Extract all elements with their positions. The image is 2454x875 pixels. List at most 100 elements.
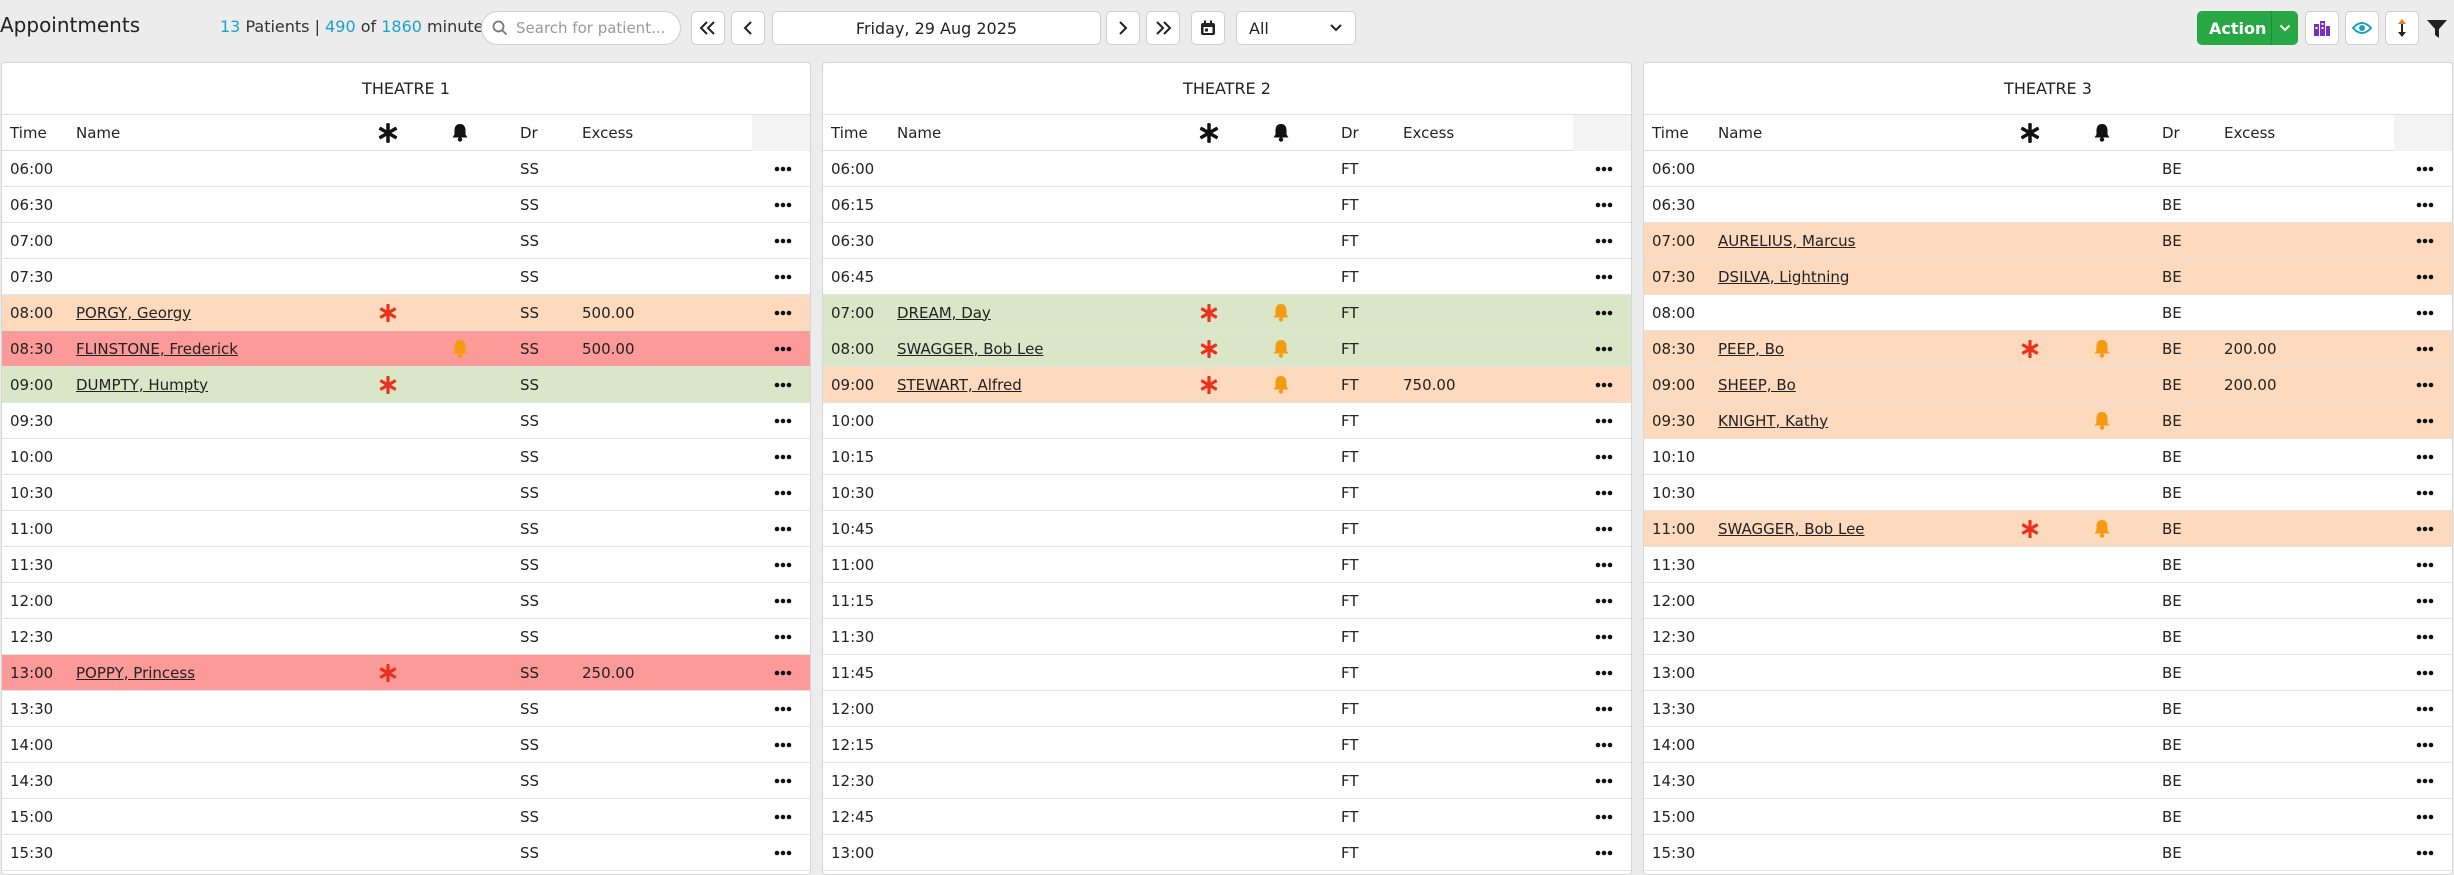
appointment-row[interactable]: 10:00 SS — [2, 439, 810, 475]
appointment-row[interactable]: 14:00 SS — [2, 727, 810, 763]
row-options-button[interactable] — [724, 418, 810, 424]
appointment-row[interactable]: 09:30 SS — [2, 403, 810, 439]
next-day-button[interactable] — [1106, 11, 1140, 45]
patient-name-link[interactable]: SHEEP, Bo — [1718, 375, 1796, 394]
appointment-row[interactable]: 11:00 SWAGGER, Bob Lee BE — [1644, 511, 2452, 547]
appointment-row[interactable]: 15:00 SS — [2, 799, 810, 835]
appointment-row[interactable]: 06:00 SS — [2, 151, 810, 187]
visibility-button[interactable] — [2345, 11, 2379, 45]
search-box[interactable] — [481, 11, 681, 45]
row-options-button[interactable] — [1545, 310, 1631, 316]
row-options-button[interactable] — [1545, 598, 1631, 604]
row-options-button[interactable] — [1545, 778, 1631, 784]
appointment-row[interactable]: 10:00 FT — [823, 403, 1631, 439]
appointment-row[interactable]: 09:00 STEWART, Alfred FT 750.00 — [823, 367, 1631, 403]
row-options-button[interactable] — [2366, 634, 2452, 640]
first-page-button[interactable] — [691, 11, 725, 45]
appointment-row[interactable]: 14:30 SS — [2, 763, 810, 799]
row-options-button[interactable] — [2366, 202, 2452, 208]
patient-name-link[interactable]: DUMPTY, Humpty — [76, 375, 209, 394]
appointment-row[interactable]: 12:30 FT — [823, 763, 1631, 799]
filter-funnel-button[interactable] — [2426, 19, 2448, 43]
row-options-button[interactable] — [724, 526, 810, 532]
row-options-button[interactable] — [724, 778, 810, 784]
patient-name-link[interactable]: SWAGGER, Bob Lee — [1718, 519, 1865, 538]
patient-name-link[interactable]: PEEP, Bo — [1718, 339, 1785, 358]
row-options-button[interactable] — [1545, 490, 1631, 496]
appointment-row[interactable]: 12:30 SS — [2, 619, 810, 655]
row-options-button[interactable] — [1545, 238, 1631, 244]
appointment-row[interactable]: 12:00 FT — [823, 691, 1631, 727]
appointment-row[interactable]: 06:30 BE — [1644, 187, 2452, 223]
row-options-button[interactable] — [2366, 814, 2452, 820]
row-options-button[interactable] — [724, 742, 810, 748]
row-options-button[interactable] — [724, 670, 810, 676]
row-options-button[interactable] — [724, 274, 810, 280]
appointment-row[interactable]: 12:45 FT — [823, 799, 1631, 835]
appointment-row[interactable]: 11:45 FT — [823, 655, 1631, 691]
appointment-row[interactable]: 11:30 SS — [2, 547, 810, 583]
row-options-button[interactable] — [1545, 274, 1631, 280]
row-options-button[interactable] — [2366, 382, 2452, 388]
row-options-button[interactable] — [1545, 670, 1631, 676]
row-options-button[interactable] — [724, 814, 810, 820]
row-options-button[interactable] — [1545, 634, 1631, 640]
appointment-row[interactable]: 08:30 FLINSTONE, Frederick SS 500.00 — [2, 331, 810, 367]
patient-name-link[interactable]: STEWART, Alfred — [897, 375, 1022, 394]
calendar-button[interactable] — [1191, 11, 1225, 45]
appointment-row[interactable]: 14:00 BE — [1644, 727, 2452, 763]
row-options-button[interactable] — [724, 382, 810, 388]
row-options-button[interactable] — [1545, 706, 1631, 712]
appointment-row[interactable]: 10:30 BE — [1644, 475, 2452, 511]
action-dropdown-toggle[interactable] — [2271, 11, 2298, 45]
date-display[interactable]: Friday, 29 Aug 2025 — [772, 11, 1101, 45]
appointment-row[interactable]: 15:30 SS — [2, 835, 810, 871]
row-options-button[interactable] — [724, 562, 810, 568]
appointment-row[interactable]: 15:00 BE — [1644, 799, 2452, 835]
appointment-row[interactable]: 06:15 FT — [823, 187, 1631, 223]
appointment-row[interactable]: 13:30 SS — [2, 691, 810, 727]
appointment-row[interactable]: 13:00 BE — [1644, 655, 2452, 691]
row-options-button[interactable] — [724, 346, 810, 352]
patient-name-link[interactable]: FLINSTONE, Frederick — [76, 339, 238, 358]
appointment-row[interactable]: 06:00 FT — [823, 151, 1631, 187]
row-options-button[interactable] — [724, 454, 810, 460]
row-options-button[interactable] — [2366, 850, 2452, 856]
appointment-row[interactable]: 08:00 PORGY, Georgy SS 500.00 — [2, 295, 810, 331]
row-options-button[interactable] — [2366, 670, 2452, 676]
patient-name-link[interactable]: SWAGGER, Bob Lee — [897, 339, 1044, 358]
appointment-row[interactable]: 11:00 FT — [823, 547, 1631, 583]
appointment-row[interactable]: 06:30 SS — [2, 187, 810, 223]
row-options-button[interactable] — [724, 850, 810, 856]
appointment-row[interactable]: 08:30 PEEP, Bo BE 200.00 — [1644, 331, 2452, 367]
appointment-row[interactable]: 10:30 SS — [2, 475, 810, 511]
appointment-row[interactable]: 14:30 BE — [1644, 763, 2452, 799]
row-options-button[interactable] — [1545, 562, 1631, 568]
row-options-button[interactable] — [2366, 454, 2452, 460]
row-options-button[interactable] — [1545, 346, 1631, 352]
appointment-row[interactable]: 08:00 BE — [1644, 295, 2452, 331]
row-options-button[interactable] — [1545, 814, 1631, 820]
row-options-button[interactable] — [724, 490, 810, 496]
row-options-button[interactable] — [2366, 418, 2452, 424]
row-options-button[interactable] — [724, 166, 810, 172]
row-options-button[interactable] — [724, 634, 810, 640]
appointment-row[interactable]: 10:15 FT — [823, 439, 1631, 475]
row-options-button[interactable] — [2366, 274, 2452, 280]
patient-name-link[interactable]: PORGY, Georgy — [76, 303, 192, 322]
row-options-button[interactable] — [1545, 382, 1631, 388]
appointment-row[interactable]: 12:15 FT — [823, 727, 1631, 763]
row-options-button[interactable] — [724, 706, 810, 712]
appointment-row[interactable]: 15:30 BE — [1644, 835, 2452, 871]
row-options-button[interactable] — [2366, 346, 2452, 352]
prev-day-button[interactable] — [731, 11, 765, 45]
appointment-row[interactable]: 07:00 AURELIUS, Marcus BE — [1644, 223, 2452, 259]
row-options-button[interactable] — [2366, 310, 2452, 316]
filter-select[interactable]: All — [1236, 11, 1356, 45]
row-options-button[interactable] — [1545, 166, 1631, 172]
row-options-button[interactable] — [2366, 562, 2452, 568]
appointment-row[interactable]: 11:15 FT — [823, 583, 1631, 619]
row-options-button[interactable] — [1545, 202, 1631, 208]
patient-name-link[interactable]: POPPY, Princess — [76, 663, 196, 682]
appointment-row[interactable]: 10:10 BE — [1644, 439, 2452, 475]
